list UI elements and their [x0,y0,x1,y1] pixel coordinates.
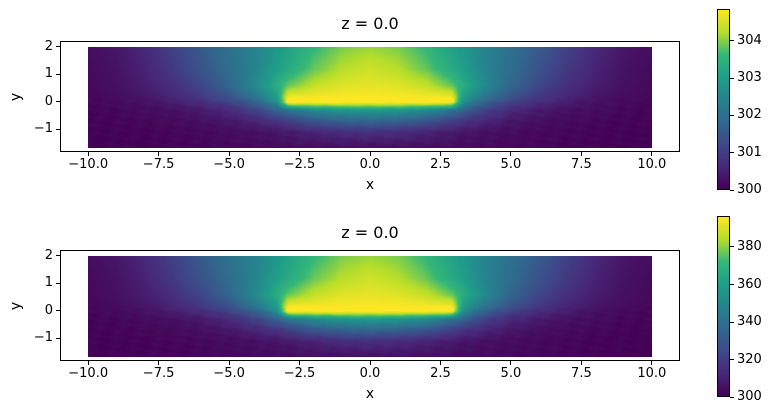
x-tick [369,152,371,156]
y-tick [56,255,60,256]
x-tick-label: 7.5 [571,366,592,381]
x-tick-label: 10.0 [637,366,667,381]
y-tick-label: −1 [33,330,53,346]
x-tick [369,361,371,365]
x-tick-label: −2.5 [283,157,316,172]
axes-frame [60,250,680,361]
heatmap-canvas [88,46,653,148]
y-tick-label: 1 [44,275,53,291]
plot-title: z = 0.0 [341,14,399,33]
x-tick [440,361,441,365]
y-tick-label: 0 [44,302,53,318]
x-tick-label: 10.0 [637,157,667,172]
y-tick [56,73,60,75]
colorbar-tick-label: 302 [737,107,762,123]
axes-frame [60,41,680,152]
colorbar-tick [730,114,734,116]
y-tick-label: 0 [44,93,53,109]
colorbar-tick [730,396,734,398]
colorbar-tick [730,189,734,191]
x-tick-label: 5.0 [500,157,522,172]
x-tick [580,361,582,365]
x-tick-label: 2.5 [430,366,451,381]
x-tick [299,361,300,365]
x-tick [87,152,89,156]
colorbar-tick [730,246,734,248]
x-tick-label: −7.5 [142,366,175,381]
y-tick [56,337,60,339]
plot-title: z = 0.0 [341,223,399,242]
y-tick [56,46,60,47]
y-tick-label: −1 [33,121,53,137]
x-tick-label: −10.0 [68,366,109,381]
x-tick-label: −2.5 [283,366,316,381]
x-axis-label: x [365,177,375,193]
colorbar-tick-label: 380 [737,238,762,254]
x-tick [580,152,582,156]
x-tick [651,152,653,156]
colorbar-tick-label: 301 [737,144,762,160]
x-tick-label: 7.5 [571,157,592,172]
x-tick-label: 0.0 [359,157,381,172]
x-tick-label: 2.5 [430,157,451,172]
x-tick [510,361,512,365]
colorbar-tick [730,284,734,285]
x-tick [158,361,160,365]
colorbar [717,216,730,397]
colorbar-tick [730,321,734,323]
colorbar-tick-label: 340 [737,314,762,329]
colorbar-tick-label: 303 [737,70,762,85]
x-tick [299,152,300,156]
x-tick [228,361,230,365]
x-tick [87,361,89,365]
y-tick-label: 2 [44,247,53,263]
heatmap-canvas [88,255,653,357]
x-tick [158,152,160,156]
x-tick [228,152,230,156]
colorbar-tick [730,152,734,154]
colorbar-tick-label: 304 [737,32,762,48]
x-tick [510,152,512,156]
colorbar-tick-label: 360 [737,276,762,292]
x-tick-label: −5.0 [213,157,245,172]
y-tick-label: 2 [44,38,53,54]
colorbar-tick [730,40,734,42]
x-axis-label: x [365,386,375,402]
x-tick-label: 5.0 [500,366,522,381]
x-tick-label: −7.5 [142,157,175,172]
x-tick-label: 0.0 [359,366,381,381]
colorbar-tick [730,77,734,79]
y-tick-label: 1 [44,66,53,82]
x-tick [651,361,653,365]
x-tick-label: −5.0 [213,366,245,381]
colorbar-tick-label: 320 [737,351,762,367]
x-tick [440,152,441,156]
colorbar-tick-label: 300 [737,389,762,404]
colorbar-tick [730,359,734,360]
y-tick [56,310,60,312]
y-tick [56,101,60,103]
x-tick-label: −10.0 [68,157,109,172]
colorbar [717,9,730,190]
colorbar-tick-label: 300 [737,182,762,197]
y-tick [56,128,60,130]
y-tick [56,282,60,284]
